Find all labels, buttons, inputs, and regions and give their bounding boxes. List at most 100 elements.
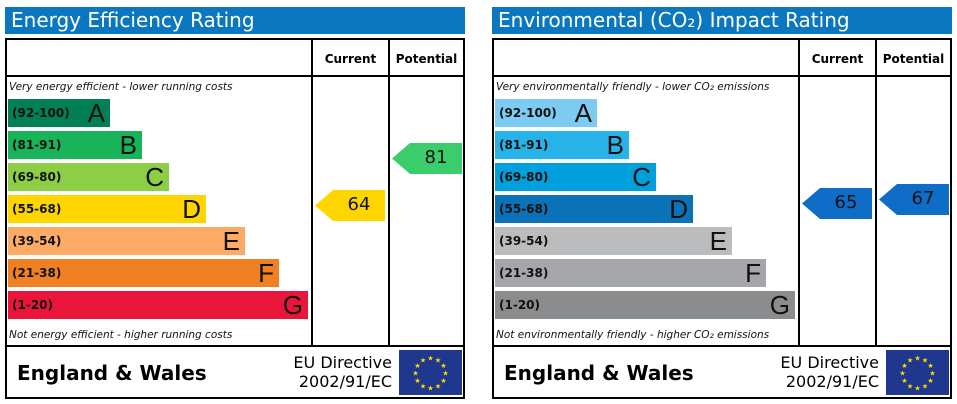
eu-flag-icon: ★ ★ ★ ★ ★ ★ ★ ★ ★ ★ ★ ★ <box>886 350 949 395</box>
svg-text:★: ★ <box>927 377 933 385</box>
band-range: (39-54) <box>499 234 549 248</box>
potential-column-header: Potential <box>882 52 945 66</box>
rating-table: Current Potential Very environmentally f… <box>492 38 952 399</box>
potential-rating-arrow: 81 <box>392 143 462 174</box>
bottom-note: Not environmentally friendly - higher CO… <box>496 329 770 341</box>
band-range: (81-91) <box>12 138 62 152</box>
band-letter: D <box>182 194 201 224</box>
svg-text:★: ★ <box>922 357 928 365</box>
bottom-note: Not energy efficient - higher running co… <box>9 329 233 341</box>
rating-table: Current Potential Very energy efficient … <box>5 38 465 399</box>
column-divider <box>798 40 800 347</box>
rating-band-d: (55-68) D <box>495 194 693 224</box>
column-divider <box>311 40 313 347</box>
chart-title: Energy Efficiency Rating <box>5 7 465 34</box>
rating-band-a: (92-100) A <box>495 98 597 128</box>
rating-band-f: (21-38) F <box>8 258 279 288</box>
environmental-impact-rating-chart: Environmental (CO₂) Impact Rating Curren… <box>492 0 952 404</box>
current-rating-value: 64 <box>347 194 371 215</box>
band-letter: B <box>606 130 624 160</box>
svg-text:★: ★ <box>927 362 933 370</box>
potential-rating-value: 67 <box>911 188 935 209</box>
band-range: (92-100) <box>499 106 557 120</box>
band-letter: G <box>769 290 790 320</box>
rating-band-c: (69-80) C <box>8 162 169 192</box>
svg-text:★: ★ <box>414 362 420 370</box>
band-range: (81-91) <box>499 138 549 152</box>
svg-text:★: ★ <box>427 385 433 393</box>
header-divider <box>7 75 463 77</box>
band-range: (1-20) <box>12 298 53 312</box>
potential-rating-arrow: 67 <box>879 184 949 215</box>
current-rating-arrow: 64 <box>315 190 385 221</box>
footer-divider <box>494 345 950 347</box>
current-column-header: Current <box>324 52 377 66</box>
band-range: (55-68) <box>12 202 62 216</box>
band-letter: A <box>574 98 592 128</box>
current-column-header: Current <box>811 52 864 66</box>
rating-band-b: (81-91) B <box>495 130 629 160</box>
footer-divider <box>7 345 463 347</box>
svg-text:★: ★ <box>901 377 907 385</box>
potential-column-header: Potential <box>395 52 458 66</box>
band-letter: C <box>145 162 164 192</box>
svg-text:★: ★ <box>899 370 905 378</box>
svg-text:★: ★ <box>420 382 426 390</box>
header-divider <box>494 75 950 77</box>
eu-directive: EU Directive 2002/91/EC <box>764 353 879 391</box>
rating-band-f: (21-38) F <box>495 258 766 288</box>
svg-text:★: ★ <box>907 357 913 365</box>
column-divider <box>388 40 390 347</box>
svg-text:★: ★ <box>427 355 433 363</box>
band-letter: G <box>282 290 303 320</box>
svg-text:★: ★ <box>914 355 920 363</box>
svg-text:★: ★ <box>440 362 446 370</box>
svg-text:★: ★ <box>414 377 420 385</box>
band-letter: B <box>119 130 137 160</box>
band-range: (92-100) <box>12 106 70 120</box>
band-range: (69-80) <box>12 170 62 184</box>
current-rating-value: 65 <box>834 192 858 213</box>
eu-directive: EU Directive 2002/91/EC <box>277 353 392 391</box>
chart-title: Environmental (CO₂) Impact Rating <box>492 7 952 34</box>
directive-line-1: EU Directive <box>293 353 392 372</box>
svg-text:★: ★ <box>412 370 418 378</box>
directive-line-1: EU Directive <box>780 353 879 372</box>
rating-band-e: (39-54) E <box>495 226 732 256</box>
band-letter: F <box>258 258 274 288</box>
top-note: Very environmentally friendly - lower CO… <box>496 81 770 93</box>
svg-text:★: ★ <box>420 357 426 365</box>
svg-text:★: ★ <box>440 377 446 385</box>
rating-band-b: (81-91) B <box>8 130 142 160</box>
band-range: (69-80) <box>499 170 549 184</box>
band-range: (21-38) <box>12 266 62 280</box>
rating-band-g: (1-20) G <box>495 290 795 320</box>
band-letter: D <box>669 194 688 224</box>
top-note: Very energy efficient - lower running co… <box>9 81 233 93</box>
band-letter: A <box>87 98 105 128</box>
band-letter: E <box>222 226 240 256</box>
svg-text:★: ★ <box>442 370 448 378</box>
rating-band-d: (55-68) D <box>8 194 206 224</box>
band-range: (1-20) <box>499 298 540 312</box>
eu-flag-icon: ★ ★ ★ ★ ★ ★ ★ ★ ★ ★ ★ ★ <box>399 350 462 395</box>
directive-line-2: 2002/91/EC <box>298 372 392 391</box>
rating-band-e: (39-54) E <box>8 226 245 256</box>
potential-rating-value: 81 <box>424 147 448 168</box>
band-letter: C <box>632 162 651 192</box>
directive-line-2: 2002/91/EC <box>785 372 879 391</box>
svg-text:★: ★ <box>435 357 441 365</box>
svg-text:★: ★ <box>435 382 441 390</box>
region-label: England & Wales <box>504 361 694 385</box>
rating-band-c: (69-80) C <box>495 162 656 192</box>
band-letter: F <box>745 258 761 288</box>
svg-text:★: ★ <box>929 370 935 378</box>
band-letter: E <box>709 226 727 256</box>
band-range: (55-68) <box>499 202 549 216</box>
current-rating-arrow: 65 <box>802 188 872 219</box>
band-range: (21-38) <box>499 266 549 280</box>
svg-text:★: ★ <box>901 362 907 370</box>
svg-text:★: ★ <box>922 382 928 390</box>
svg-text:★: ★ <box>907 382 913 390</box>
region-label: England & Wales <box>17 361 207 385</box>
